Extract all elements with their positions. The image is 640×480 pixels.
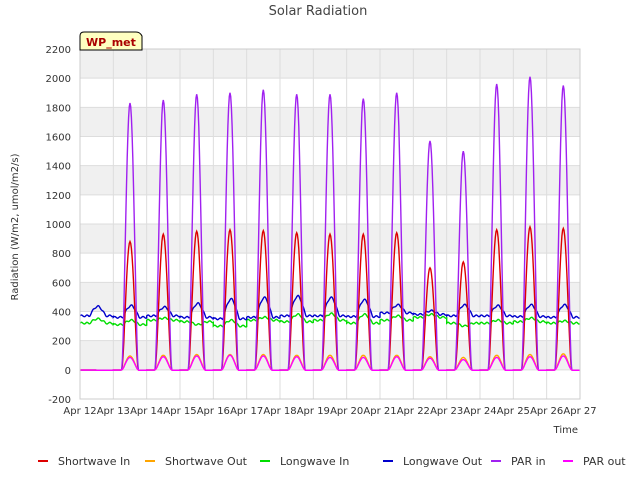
plot-band — [80, 49, 580, 79]
x-tick-label: Apr 18 — [263, 406, 296, 417]
x-tick-label: Apr 27 — [563, 406, 596, 417]
y-tick-label: -200 — [48, 395, 71, 406]
x-tick-label: Apr 24 — [463, 406, 496, 417]
legend-label: Longwave Out — [403, 455, 483, 468]
y-tick-label: 1600 — [46, 133, 71, 144]
legend: Shortwave In Shortwave Out Longwave In Long… — [38, 455, 626, 468]
legend-label: PAR in — [511, 455, 546, 468]
x-tick-label: Apr 16 — [197, 406, 230, 417]
y-axis: -200 0 200 400 600 800 1000 1200 1400 1600 1800 200… — [46, 45, 71, 406]
plot-band — [80, 165, 580, 195]
y-tick-label: 2000 — [46, 74, 71, 85]
x-tick-label: Apr 15 — [163, 406, 196, 417]
legend-item: Longwave In — [260, 455, 349, 468]
x-tick-label: Apr 17 — [230, 406, 263, 417]
x-tick-label: Apr 14 — [130, 406, 163, 417]
legend-item: Shortwave In — [38, 455, 130, 468]
y-tick-label: 0 — [65, 366, 71, 377]
y-tick-label: 400 — [52, 308, 71, 319]
y-tick-label: 1200 — [46, 191, 71, 202]
y-axis-label: Radiation (W/m2, umol/m2/s) — [10, 153, 21, 300]
x-axis: Apr 12 Apr 13 Apr 14 Apr 15 Apr 16 Apr 17 Apr … — [63, 406, 596, 417]
series-line-shortwave-out — [80, 353, 580, 371]
y-tick-label: 2200 — [46, 45, 71, 56]
x-tick-label: Apr 22 — [397, 406, 430, 417]
x-tick-label: Apr 23 — [430, 406, 463, 417]
series-lines — [79, 76, 581, 371]
legend-label: Shortwave In — [58, 455, 130, 468]
series-line-par-out — [80, 354, 580, 371]
y-tick-label: 600 — [52, 278, 71, 289]
site-label: WP_met — [86, 36, 136, 49]
legend-item: Longwave Out — [383, 455, 483, 468]
y-tick-label: 200 — [52, 337, 71, 348]
y-tick-label: 1800 — [46, 103, 71, 114]
series-line-longwave-in — [79, 312, 581, 328]
x-axis-label: Time — [553, 425, 578, 436]
site-label-box: WP_met — [79, 31, 143, 51]
y-tick-label: 1400 — [46, 162, 71, 173]
x-tick-label: Apr 19 — [297, 406, 330, 417]
legend-label: Shortwave Out — [165, 455, 248, 468]
legend-item: PAR out — [563, 455, 626, 468]
y-tick-label: 1000 — [46, 220, 71, 231]
x-tick-label: Apr 12 — [63, 406, 96, 417]
x-tick-label: Apr 26 — [530, 406, 563, 417]
legend-item: Shortwave Out — [145, 455, 248, 468]
plot-band — [80, 224, 580, 254]
legend-label: Longwave In — [280, 455, 349, 468]
x-tick-label: Apr 20 — [330, 406, 363, 417]
series-line-par-in — [80, 76, 580, 371]
plot-band — [80, 107, 580, 137]
legend-label: PAR out — [583, 455, 626, 468]
x-tick-label: Apr 25 — [497, 406, 530, 417]
series-line-shortwave-in — [80, 224, 580, 371]
plot-band — [80, 282, 580, 312]
y-tick-label: 800 — [52, 249, 71, 260]
x-tick-label: Apr 13 — [97, 406, 130, 417]
legend-item: PAR in — [491, 455, 546, 468]
x-tick-label: Apr 21 — [363, 406, 396, 417]
chart-title: Solar Radiation — [269, 4, 368, 19]
series-line-longwave-out — [79, 294, 581, 321]
plot-frame — [79, 48, 581, 400]
